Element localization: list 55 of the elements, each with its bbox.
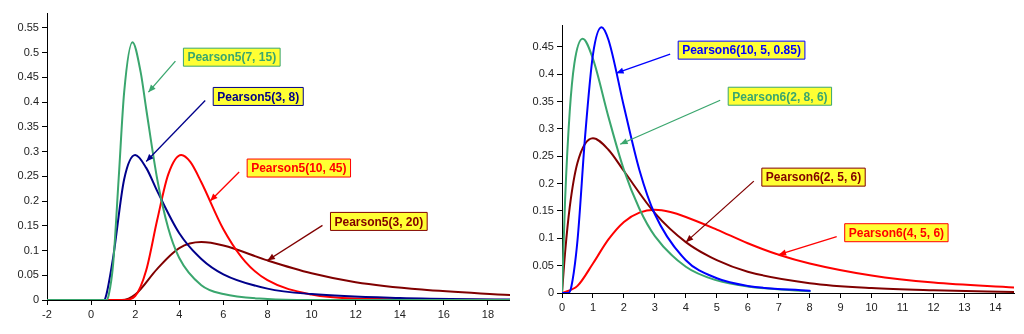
x-tick-label: 0 [558, 300, 566, 313]
x-tick-label: 1 [589, 300, 597, 313]
x-tick-label: -2 [42, 307, 52, 320]
x-tick-label: 4 [176, 307, 183, 320]
annotation: Pearson6(4, 5, 6) [848, 226, 945, 241]
x-tick-label: 10 [865, 300, 878, 313]
x-tick-label: 12 [927, 300, 940, 313]
y-tick-label: 0.4 [23, 95, 39, 108]
x-tick-label: 16 [437, 307, 450, 320]
x-tick-label: 10 [305, 307, 318, 320]
y-tick-label: 0.35 [532, 94, 554, 107]
y-tick-label: 0.15 [17, 218, 39, 231]
y-tick-label: 0.55 [17, 20, 39, 33]
x-tick-label: 13 [958, 300, 971, 313]
y-tick-label: 0.35 [17, 119, 39, 132]
annotation: Pearson6(2, 5, 6) [765, 170, 862, 185]
y-tick-label: 0.1 [23, 243, 39, 256]
y-tick-label: 0.3 [538, 121, 554, 134]
y-tick-label: 0.45 [17, 70, 39, 83]
y-tick-label: 0.15 [532, 203, 554, 216]
y-tick-label: 0 [547, 286, 554, 299]
y-tick-label: 0.1 [538, 231, 554, 244]
annotation: Pearson5(3, 8) [217, 89, 300, 104]
x-tick-label: 14 [989, 300, 1002, 313]
y-tick-label: 0.45 [532, 39, 554, 52]
x-tick-label: 7 [775, 300, 782, 313]
x-tick-label: 9 [837, 300, 844, 313]
x-tick-label: 8 [264, 307, 271, 320]
annotation: Pearson6(10, 5, 0.85) [682, 43, 801, 58]
y-tick-label: 0.2 [538, 176, 554, 189]
y-tick-label: 0.2 [23, 194, 39, 207]
annotation: Pearson5(10, 45) [251, 161, 347, 176]
annotation: Pearson5(3, 20) [334, 214, 424, 229]
x-tick-label: 11 [896, 300, 909, 313]
y-tick-label: 0.25 [17, 169, 39, 182]
y-tick-label: 0.05 [532, 258, 554, 271]
x-tick-label: 8 [806, 300, 813, 313]
y-tick-label: 0.4 [538, 67, 554, 80]
x-tick-label: 0 [88, 307, 95, 320]
x-tick-label: 3 [651, 300, 658, 313]
x-tick-label: 6 [220, 307, 227, 320]
x-tick-label: 6 [744, 300, 751, 313]
y-tick-label: 0.05 [17, 268, 39, 281]
annotation: Pearson5(7, 15) [187, 50, 277, 65]
x-tick-label: 2 [620, 300, 627, 313]
x-tick-label: 18 [481, 307, 495, 320]
x-tick-label: 12 [349, 307, 362, 320]
y-tick-label: 0.25 [532, 149, 554, 162]
x-tick-label: 4 [682, 300, 689, 313]
y-tick-label: 0.5 [23, 45, 39, 58]
x-tick-label: 2 [132, 307, 139, 320]
y-tick-label: 0.3 [23, 144, 39, 157]
x-tick-label: 5 [713, 300, 720, 313]
annotation: Pearson6(2, 8, 6) [732, 89, 828, 104]
x-tick-label: 14 [393, 307, 406, 320]
